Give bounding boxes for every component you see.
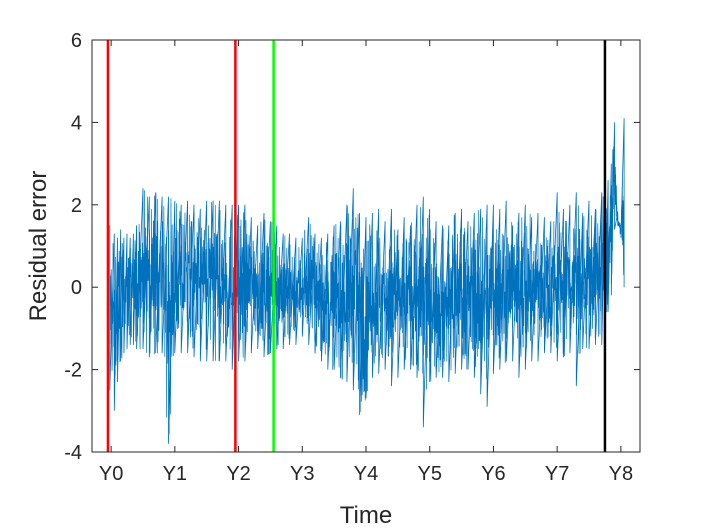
x-tick-label: Y3 — [290, 463, 314, 485]
x-tick-label: Y0 — [99, 463, 123, 485]
x-tick-label: Y2 — [226, 463, 250, 485]
y-tick-label: 0 — [71, 277, 82, 299]
y-axis-label: Residual error — [25, 171, 52, 322]
y-tick-label: 2 — [71, 195, 82, 217]
x-tick-label: Y1 — [163, 463, 187, 485]
x-tick-label: Y5 — [417, 463, 441, 485]
series-0-line — [109, 133, 625, 434]
x-tick-label: Y4 — [354, 463, 378, 485]
x-tick-label: Y7 — [545, 463, 569, 485]
y-tick-label: -4 — [64, 442, 82, 464]
y-tick-label: 6 — [71, 30, 82, 52]
y-tick-label: 4 — [71, 112, 82, 134]
axes-box — [91, 39, 641, 453]
series-0-extremes — [109, 118, 625, 444]
x-axis-label: Time — [340, 502, 392, 529]
y-tick-label: -2 — [64, 360, 82, 382]
x-tick-label: Y8 — [609, 463, 633, 485]
plot-area — [106, 40, 625, 452]
x-tick-label: Y6 — [481, 463, 505, 485]
axis-ticks: Y0 Y1 Y2 Y3 Y4 Y5 Y6 Y7 Y8 -4 -2 0 2 4 6 — [64, 30, 640, 485]
